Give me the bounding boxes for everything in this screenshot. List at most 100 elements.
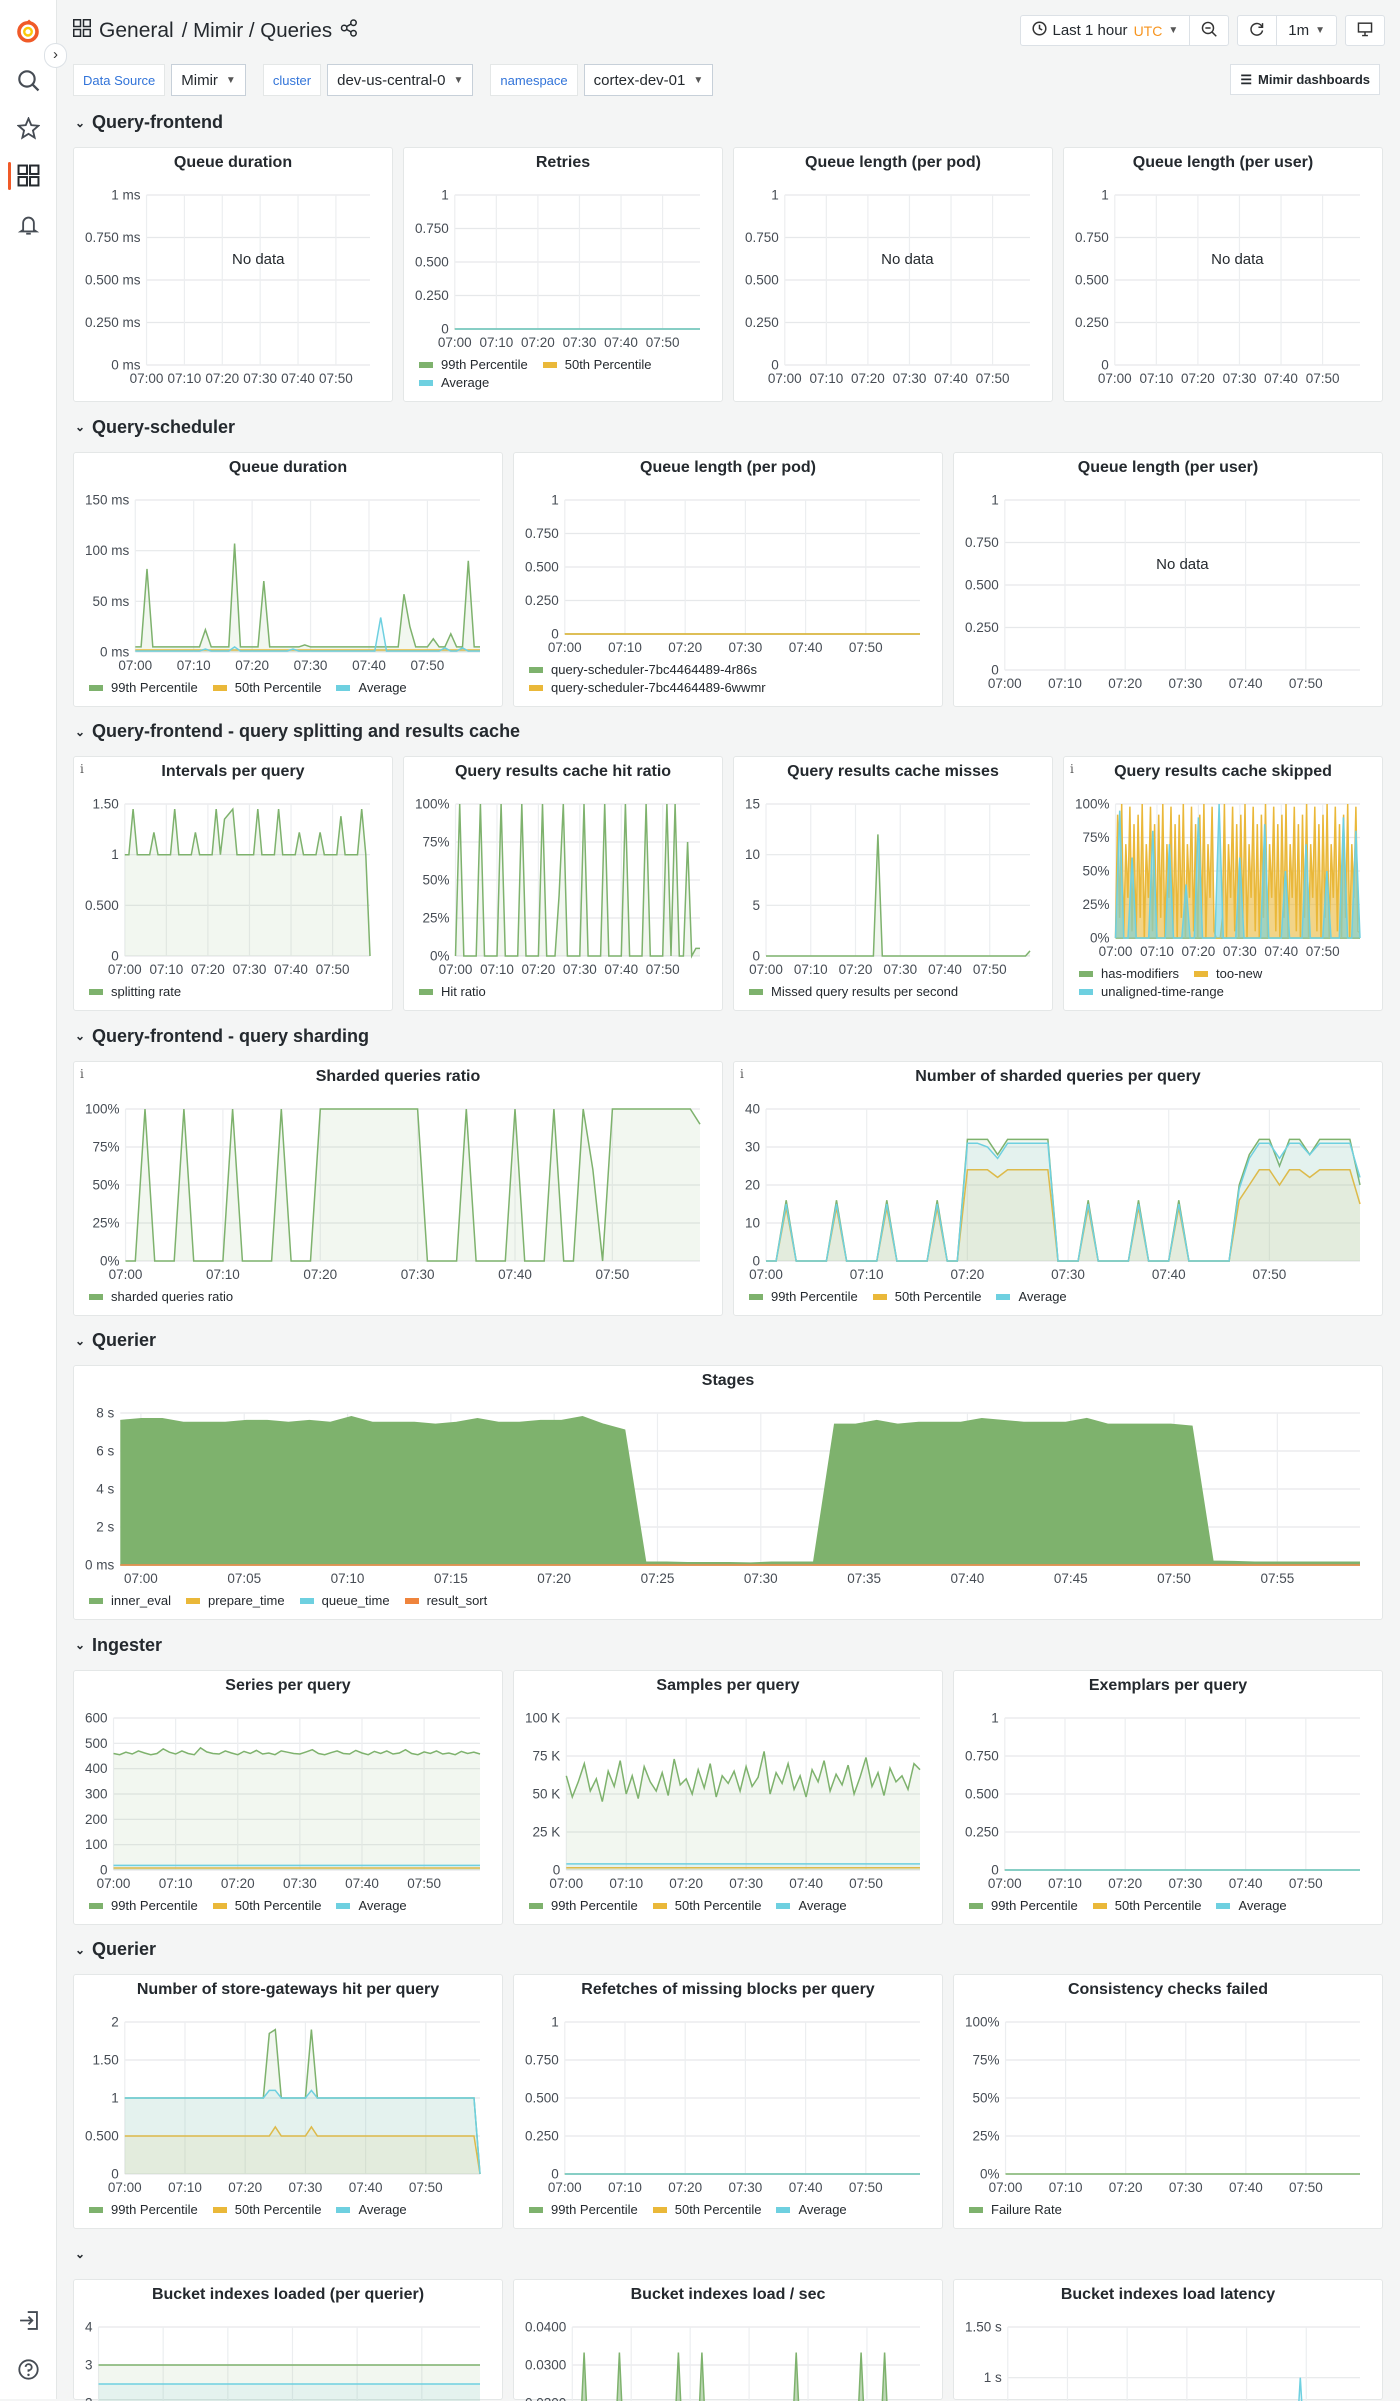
legend-item-inner-eval[interactable]: inner_eval [89,1592,171,1610]
legend-item-99th-percentile[interactable]: 99th Percentile [419,356,528,374]
grafana-logo-icon[interactable] [15,18,41,44]
legend-item-50th-percentile[interactable]: 50th Percentile [212,2201,321,2219]
legend-item-average[interactable]: Average [336,2201,407,2219]
chevron-down-icon[interactable]: ⌄ [75,724,86,739]
namespace-select[interactable]: cortex-dev-01 ▼ [583,64,714,96]
panel-title[interactable]: Queue length (per pod) [805,154,981,171]
panel-title[interactable]: Exemplars per query [1088,1676,1248,1694]
share-icon[interactable] [340,19,358,43]
legend-item-unaligned-time-range[interactable]: unaligned-time-range [1079,983,1224,1001]
panel-title[interactable]: Samples per query [656,1676,800,1694]
chevron-down-icon[interactable]: ⌄ [75,1638,86,1652]
legend-item-splitting-rate[interactable]: splitting rate [89,983,181,1001]
legend-item-50th-percentile[interactable]: 50th Percentile [212,1897,321,1915]
legend-item-prepare-time[interactable]: prepare_time [186,1592,285,1610]
panel-title[interactable]: Queue duration [173,154,293,171]
refresh-interval-picker[interactable]: 1m ▼ [1277,16,1336,45]
legend-item-too-new[interactable]: too-new [1194,965,1262,983]
panel-title[interactable]: Query results cache hit ratio [454,763,672,780]
chevron-down-icon[interactable]: ⌄ [75,1942,86,1957]
legend-item-missed-query-results-per-second[interactable]: Missed query results per second [749,983,958,1001]
panel-title[interactable]: Bucket indexes loaded (per querier) [151,2285,425,2303]
tv-mode-button[interactable] [1346,16,1384,45]
legend-item-50th-percentile[interactable]: 50th Percentile [542,356,651,374]
legend-item-99th-percentile[interactable]: 99th Percentile [529,2201,638,2219]
legend-item-99th-percentile[interactable]: 99th Percentile [749,1288,858,1306]
refresh-button[interactable] [1238,16,1278,45]
info-icon[interactable]: i [1070,762,1074,776]
legend-item-average[interactable]: Average [1216,1897,1287,1915]
panel-title[interactable]: Query results cache misses [787,763,999,780]
expand-sidebar-button[interactable]: › [44,43,67,68]
zoom-out-button[interactable] [1190,16,1228,45]
legend-item-average[interactable]: Average [419,374,489,392]
legend-item-50th-percentile[interactable]: 50th Percentile [652,1897,761,1915]
panel-title[interactable]: Queue duration [228,458,348,476]
dashboard-title[interactable]: / Mimir / Queries [181,19,333,42]
legend-item-50th-percentile[interactable]: 50th Percentile [212,679,321,697]
legend-item-failure-rate[interactable]: Failure Rate [969,2201,1062,2219]
info-icon[interactable]: i [80,1066,84,1081]
info-icon[interactable]: i [740,1066,744,1081]
row-header[interactable]: ⌄ Query-frontend [73,98,1383,147]
legend-item-99th-percentile[interactable]: 99th Percentile [529,1897,638,1915]
legend-item-hit-ratio[interactable]: Hit ratio [419,983,486,1001]
legend-item-50th-percentile[interactable]: 50th Percentile [872,1288,981,1306]
search-icon[interactable] [15,67,41,93]
panel-title[interactable]: Bucket indexes load / sec [630,2285,826,2303]
chevron-down-icon[interactable]: ⌄ [75,2247,86,2261]
panel-title[interactable]: Sharded queries ratio [315,1067,481,1085]
legend-item-99th-percentile[interactable]: 99th Percentile [89,1897,198,1915]
legend-item-query-scheduler-7bc4464489-6wwmr[interactable]: query-scheduler-7bc4464489-6wwmr [529,679,766,697]
legend-item-99th-percentile[interactable]: 99th Percentile [89,2201,198,2219]
legend-item-50th-percentile[interactable]: 50th Percentile [1092,1897,1201,1915]
dashboards-icon[interactable] [15,162,41,188]
panel-title[interactable]: Number of store-gateways hit per query [136,1981,440,1998]
legend-item-average[interactable]: Average [996,1288,1067,1306]
cluster-select[interactable]: dev-us-central-0 ▼ [327,64,474,96]
legend-item-average[interactable]: Average [336,679,407,697]
chevron-down-icon[interactable]: ⌄ [75,1333,86,1348]
panel-title[interactable]: Refetches of missing blocks per query [581,1981,875,1998]
time-range-picker[interactable]: Last 1 hour UTC ▼ [1021,16,1191,45]
panel-title[interactable]: Stages [701,1372,755,1389]
sign-in-icon[interactable] [15,2307,41,2333]
row-header[interactable]: ⌄ [73,2230,1383,2279]
row-header[interactable]: ⌄ Ingester [73,1621,1383,1670]
starred-icon[interactable] [15,115,41,141]
info-icon[interactable]: i [80,762,84,776]
legend-item-50th-percentile[interactable]: 50th Percentile [652,2201,761,2219]
chevron-down-icon[interactable]: ⌄ [75,420,86,434]
panel-title[interactable]: Retries [535,154,591,171]
panel-title[interactable]: Bucket indexes load latency [1060,2285,1276,2303]
legend-item-average[interactable]: Average [776,2201,847,2219]
panel-title[interactable]: Query results cache skipped [1114,763,1332,780]
panel-title[interactable]: Consistency checks failed [1067,1981,1269,1998]
panel-title[interactable]: Queue length (per user) [1132,154,1314,171]
panel-title[interactable]: Number of sharded queries per query [915,1067,1201,1085]
panel-title[interactable]: Queue length (per user) [1077,458,1259,476]
legend-item-average[interactable]: Average [336,1897,407,1915]
legend-item-average[interactable]: Average [776,1897,847,1915]
help-icon[interactable] [15,2356,41,2382]
chevron-down-icon[interactable]: ⌄ [75,1029,86,1043]
legend-item-99th-percentile[interactable]: 99th Percentile [89,679,198,697]
panel-title[interactable]: Series per query [225,1676,351,1694]
legend-item-99th-percentile[interactable]: 99th Percentile [969,1897,1078,1915]
panel-title[interactable]: Queue length (per pod) [640,458,816,476]
alerting-bell-icon[interactable] [15,211,41,237]
row-header[interactable]: ⌄ Querier [73,1925,1383,1974]
legend-item-sharded-queries-ratio[interactable]: sharded queries ratio [89,1288,233,1306]
row-header[interactable]: ⌄ Querier [73,1316,1383,1365]
legend-item-result-sort[interactable]: result_sort [404,1592,487,1610]
datasource-select[interactable]: Mimir ▼ [171,64,246,96]
mimir-dashboards-link[interactable]: ☰ Mimir dashboards [1230,64,1380,95]
row-header[interactable]: ⌄ Query-scheduler [73,403,1383,452]
legend-item-has-modifiers[interactable]: has-modifiers [1079,965,1179,983]
chevron-down-icon[interactable]: ⌄ [75,115,86,130]
legend-item-queue-time[interactable]: queue_time [299,1592,390,1610]
breadcrumb-folder-link[interactable]: General [99,19,174,42]
row-header[interactable]: ⌄ Query-frontend - query splitting and re… [73,707,1383,756]
panel-title[interactable]: Intervals per query [161,763,305,780]
legend-item-query-scheduler-7bc4464489-4r86s[interactable]: query-scheduler-7bc4464489-4r86s [529,661,757,679]
